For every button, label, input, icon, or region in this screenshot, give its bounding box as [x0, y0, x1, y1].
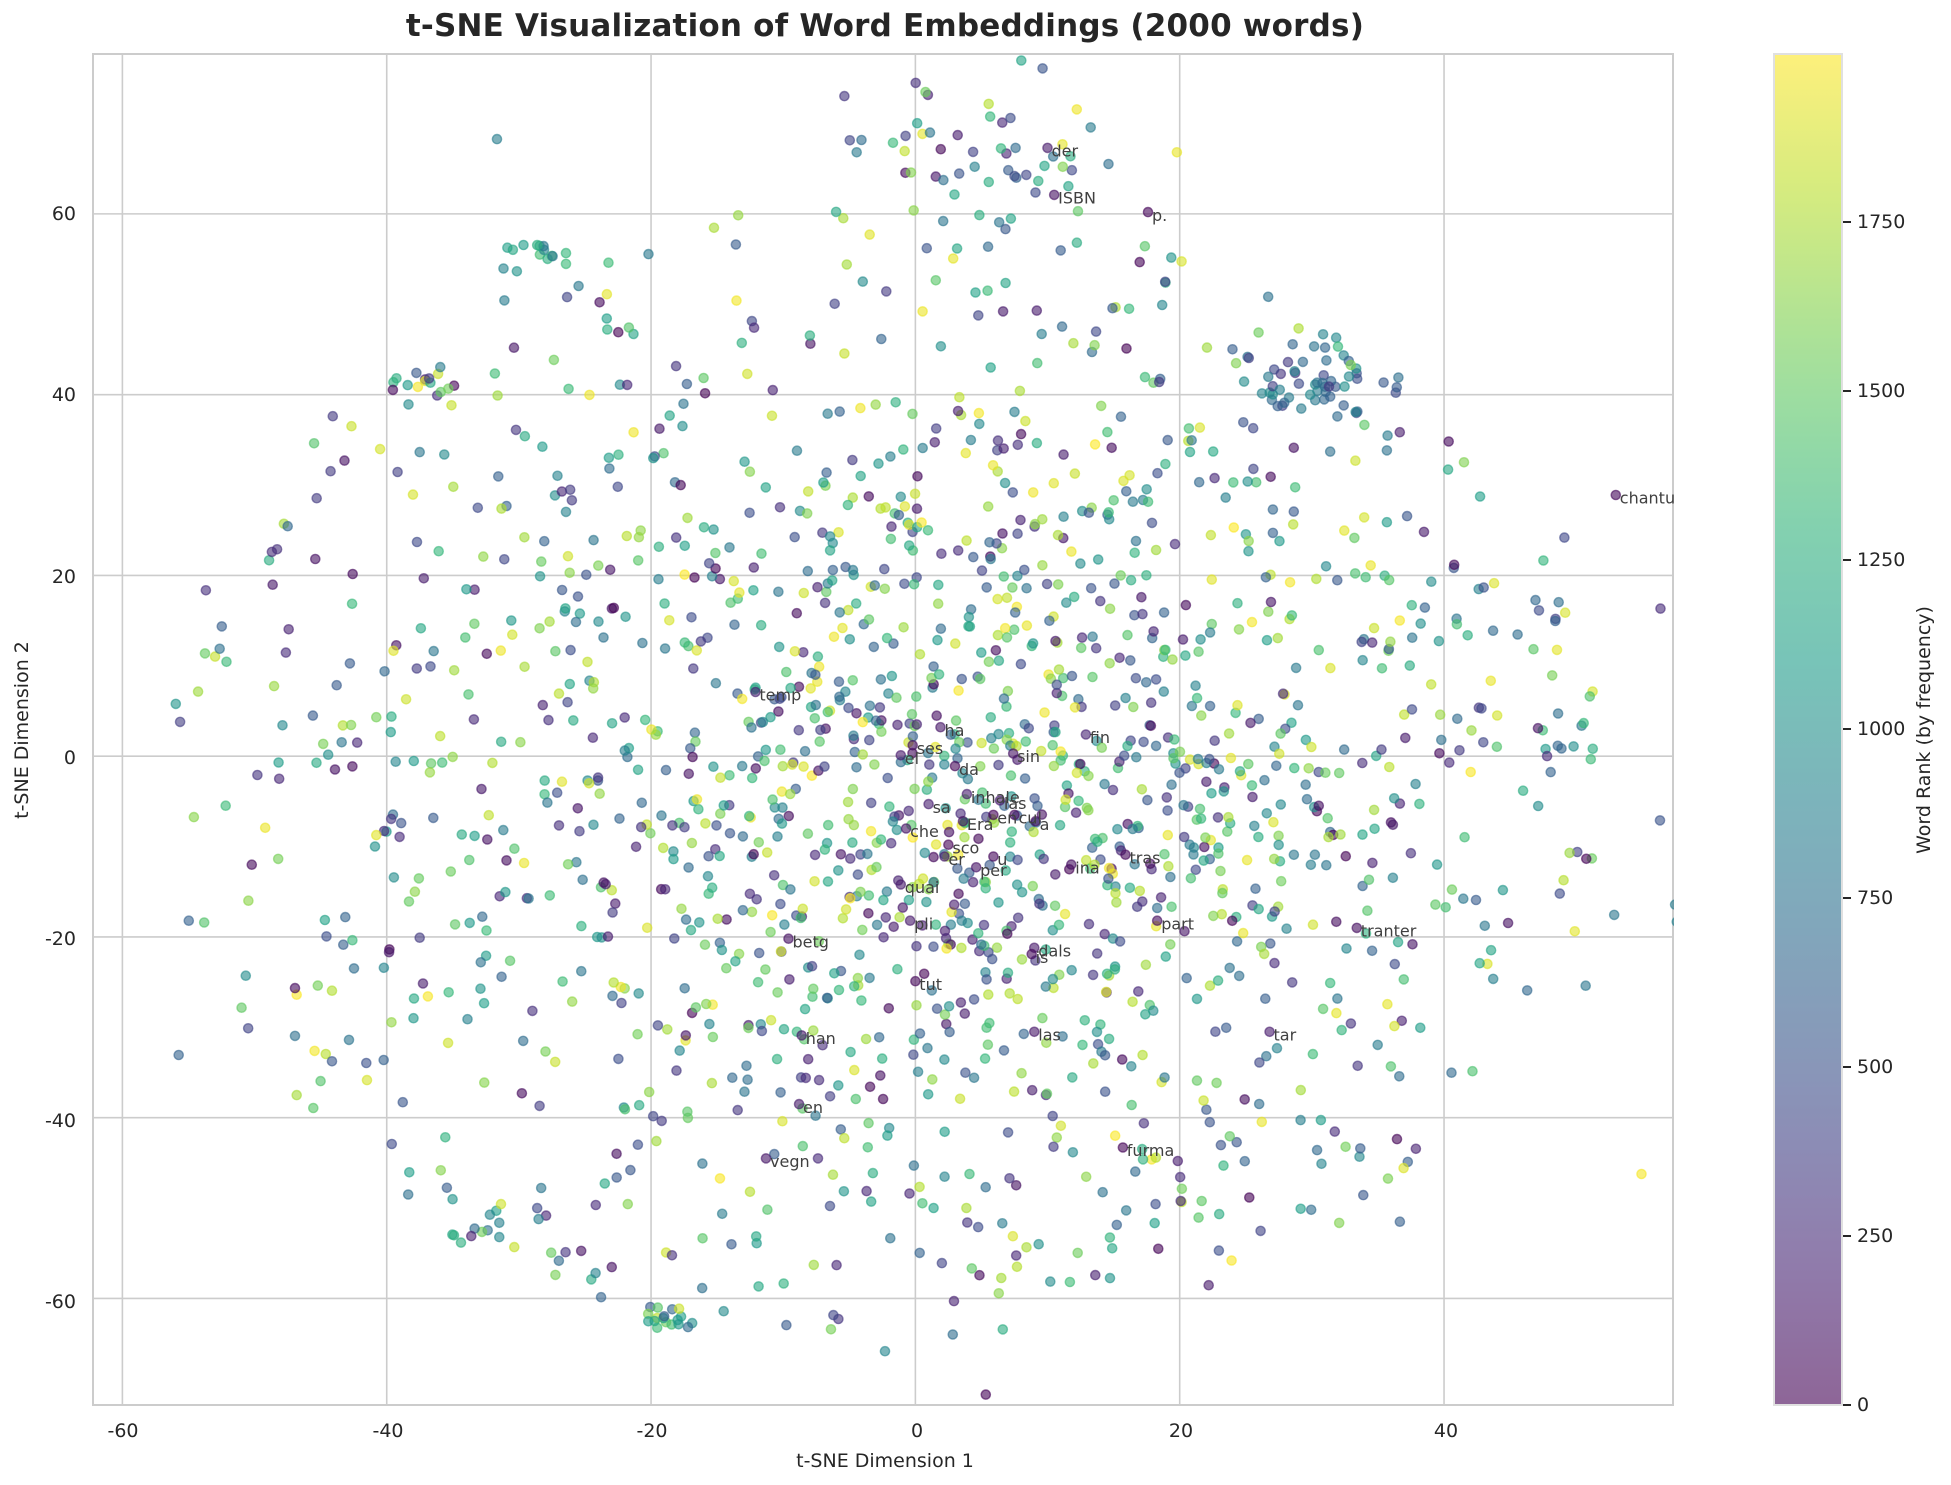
word-annotation: er	[948, 850, 965, 869]
y-tick-label: 60	[51, 203, 76, 225]
word-annotation: vegn	[770, 1152, 810, 1171]
word-annotation: da	[959, 760, 979, 779]
chart-title: t-SNE Visualization of Word Embeddings (…	[405, 8, 1365, 44]
word-annotations: der ISBN p. chantun temp ha fin ses sin el da inhal…	[759, 142, 1674, 1171]
word-annotation: quai	[905, 878, 940, 897]
word-annotation: en	[803, 1098, 823, 1117]
x-tick-label: 0	[910, 1420, 924, 1442]
word-annotation: ina	[1075, 858, 1099, 877]
colorbar-tick	[1843, 221, 1851, 223]
colorbar-tick	[1843, 728, 1851, 730]
word-annotation: inhale	[971, 788, 1020, 807]
word-annotation: tras	[1130, 848, 1161, 867]
word-annotation: p.	[1152, 206, 1167, 225]
word-annotation: han	[806, 1029, 836, 1048]
word-annotation: pli	[914, 914, 933, 933]
y-tick-label: 20	[51, 566, 76, 588]
word-annotation: dals	[1038, 942, 1071, 961]
word-annotation: u	[997, 850, 1007, 869]
colorbar-tick-label: 750	[1857, 887, 1894, 909]
colorbar-tick	[1843, 1404, 1851, 1406]
scatter-plot: der ISBN p. chantun temp ha fin ses sin el da inhal…	[92, 53, 1674, 1406]
colorbar-tick-label: 1250	[1857, 549, 1906, 571]
word-annotation: las	[1004, 794, 1027, 813]
word-annotation: en	[997, 809, 1017, 828]
y-axis-label: t-SNE Dimension 2	[11, 641, 33, 819]
word-annotation: el	[905, 749, 919, 768]
word-annotation: fin	[1090, 728, 1110, 747]
y-tick-label: -20	[44, 928, 76, 950]
word-annotation: chantun	[1620, 489, 1674, 508]
y-tick-label: 0	[63, 747, 76, 769]
x-axis-label: t-SNE Dimension 1	[796, 1450, 974, 1472]
x-tick-label: -20	[636, 1420, 668, 1442]
word-annotation: per	[980, 861, 1007, 880]
colorbar-tick	[1843, 897, 1851, 899]
colorbar-tick	[1843, 559, 1851, 561]
word-annotation: ses	[917, 739, 944, 758]
word-annotation: cul	[1019, 809, 1042, 828]
word-annotation: las	[1038, 1026, 1061, 1045]
word-annotation: che	[910, 822, 939, 841]
word-annotation: ISBN	[1058, 189, 1096, 208]
y-tick-label: -40	[44, 1110, 76, 1132]
colorbar-tick-label: 1750	[1857, 211, 1906, 233]
colorbar-tick-label: 500	[1857, 1056, 1894, 1078]
word-annotation: betg	[793, 932, 829, 951]
colorbar	[1773, 53, 1843, 1406]
x-tick-label: 20	[1168, 1420, 1194, 1442]
word-annotation: temp	[759, 686, 801, 705]
colorbar-tick-label: 0	[1857, 1394, 1870, 1416]
colorbar-tick	[1843, 1235, 1851, 1237]
data-points	[170, 55, 1674, 1400]
word-annotation: sco	[952, 838, 979, 857]
word-annotation: part	[1161, 914, 1194, 933]
word-annotation: der	[1052, 142, 1079, 161]
word-annotation: tar	[1274, 1026, 1297, 1045]
word-annotation: Era	[967, 815, 994, 834]
colorbar-tick-label: 250	[1857, 1225, 1894, 1247]
word-annotation: sa	[933, 798, 951, 817]
y-tick-label: 40	[51, 384, 76, 406]
word-annotation: tranter	[1361, 922, 1417, 941]
colorbar-tick	[1843, 1066, 1851, 1068]
x-tick-label: 40	[1433, 1420, 1459, 1442]
colorbar-label: Word Rank (by frequency)	[1913, 606, 1935, 854]
colorbar-tick-label: 1000	[1857, 718, 1906, 740]
y-tick-label: -60	[44, 1291, 76, 1313]
word-annotation: is	[1036, 948, 1049, 967]
x-tick-label: -40	[372, 1420, 404, 1442]
word-annotation: tut	[919, 975, 942, 994]
word-annotation: ha	[945, 721, 965, 740]
colorbar-tick-label: 1500	[1857, 380, 1906, 402]
word-annotation: furma	[1127, 1141, 1174, 1160]
x-tick-label: -60	[107, 1420, 139, 1442]
word-annotation: a	[1040, 815, 1050, 834]
word-annotation: sin	[1017, 747, 1040, 766]
colorbar-tick	[1843, 390, 1851, 392]
